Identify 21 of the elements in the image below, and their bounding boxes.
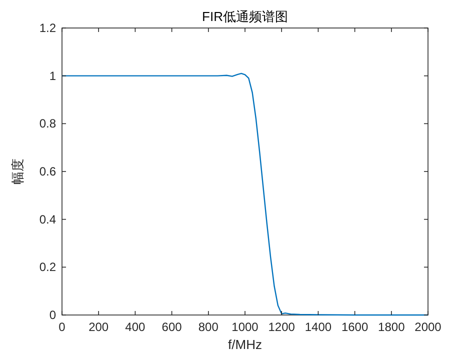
- x-tick-label: 1600: [341, 320, 368, 334]
- x-tick-label: 0: [58, 320, 66, 334]
- x-tick-label: 1000: [232, 320, 259, 334]
- chart-title: FIR低通频谱图: [202, 9, 288, 24]
- x-tick-label: 400: [125, 320, 146, 334]
- y-tick-label: 0: [49, 308, 56, 322]
- x-tick-label: 1200: [268, 320, 296, 334]
- x-tick-label: 1800: [378, 320, 406, 334]
- y-tick-label: 1.2: [39, 21, 56, 35]
- x-tick-label: 200: [88, 320, 109, 334]
- x-tick-label: 800: [198, 320, 219, 334]
- y-tick-label: 0.2: [39, 260, 56, 274]
- x-axis-title: f/MHz: [228, 337, 262, 352]
- y-tick-label: 0.6: [39, 164, 56, 178]
- x-tick-label: 600: [162, 320, 182, 334]
- x-tick-label: 1400: [304, 320, 332, 334]
- y-tick-label: 1: [49, 68, 56, 83]
- y-tick-label: 0.8: [39, 116, 56, 131]
- y-tick-label: 0.4: [39, 212, 56, 226]
- x-tick-label: 2000: [414, 320, 442, 334]
- y-axis-title: 幅度: [10, 158, 25, 184]
